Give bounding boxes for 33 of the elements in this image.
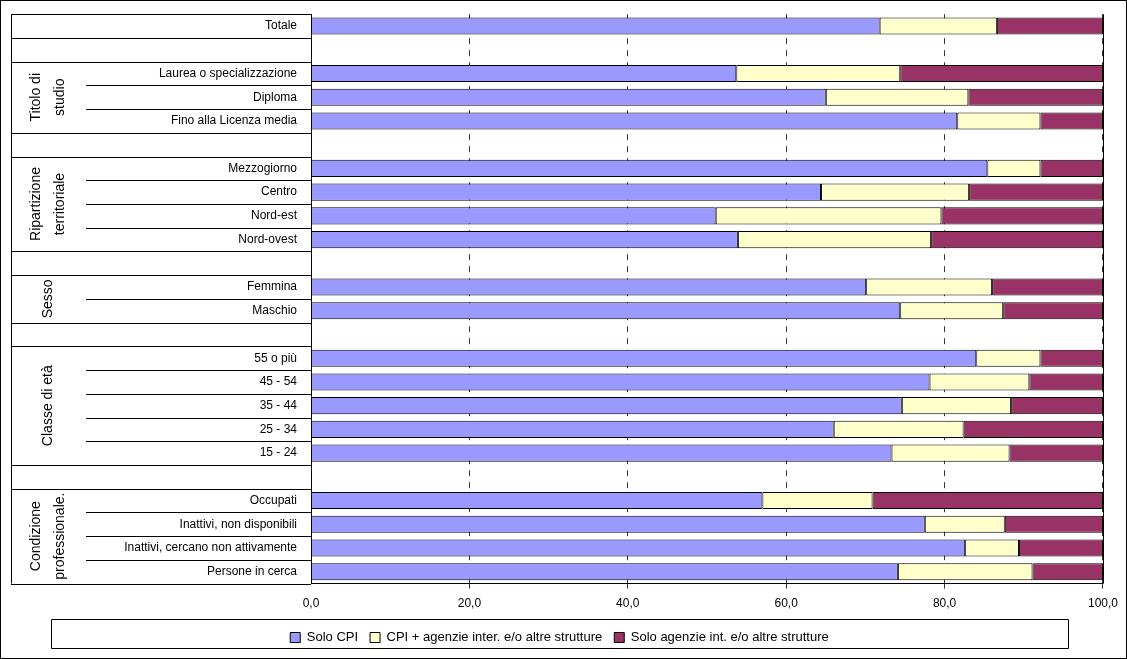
text: Titolo di studio [26,72,67,122]
text: Sesso [38,279,55,319]
y-tick-label: Occupati [249,492,297,507]
x-tick-label: 80,0 [932,596,957,611]
legend-label: CPI + agenzie inter. e/o altre strutture [386,629,603,645]
y-tick-label: Diploma [252,89,298,104]
text: Ripartizione territoriale [26,166,67,241]
y-tick-label: Maschio [252,303,298,318]
y-tick-label: Laurea o specializzazione [158,65,298,80]
x-tick-label: 40,0 [616,596,640,611]
y-tick-label: Persone in cerca [206,564,298,579]
x-tick-label: 0,0 [302,596,320,611]
y-tick-label: Inattivi, cercano non attivamente [124,540,298,555]
y-tick-label: 15 - 24 [259,445,298,460]
legend-label: Solo CPI [306,629,359,645]
y-tick-label: Fino alla Licenza media [170,113,298,128]
y-tick-label: Inattivi, non disponibili [179,516,297,531]
x-tick-label: 100,0 [1087,596,1119,611]
x-tick-label: 20,0 [457,596,482,611]
y-tick-label: Nord-est [250,208,298,223]
text: Condizione professionale. [26,492,67,580]
y-tick-label: Nord-ovest [238,231,298,246]
text: Classe di età [38,364,55,447]
y-tick-label: 55 o più [254,350,297,365]
y-tick-label: Centro [260,184,298,199]
y-tick-label: 45 - 54 [259,374,298,389]
y-tick-label: Femmina [246,279,298,294]
y-tick-label: Mezzogiorno [228,160,298,175]
y-tick-label: 35 - 44 [259,397,298,412]
y-tick-label: 25 - 34 [259,421,298,436]
y-tick-label: Totale [264,18,298,33]
x-tick-label: 60,0 [774,596,799,611]
legend-label: Solo agenzie int. e/o altre strutture [630,629,829,645]
